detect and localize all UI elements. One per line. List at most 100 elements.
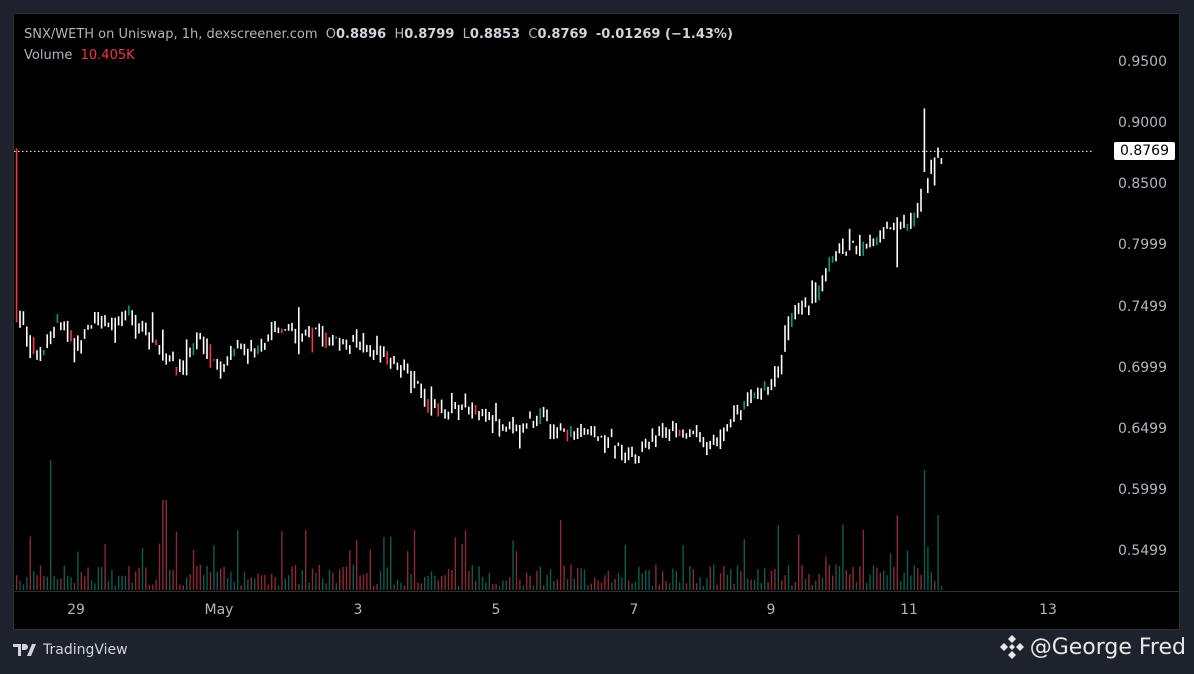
volume-bar <box>624 545 626 590</box>
low-value: 0.8853 <box>469 27 521 42</box>
volume-bar <box>339 569 341 590</box>
volume-bar <box>842 524 844 590</box>
time-tick: 29 <box>67 602 85 618</box>
volume-bar <box>53 576 55 590</box>
volume-bar <box>257 573 259 590</box>
volume-bar <box>335 582 337 590</box>
price-axis[interactable]: 0.9500 0.9000 0.8500 0.7999 0.7499 0.6999 0.64… <box>1091 14 1179 591</box>
time-axis[interactable]: 29 May 3 5 7 9 11 13 <box>14 591 1181 630</box>
chart-pane[interactable]: SNX/WETH on Uniswap, 1h, dexscreener.com… <box>13 13 1181 630</box>
volume-bar <box>573 578 575 590</box>
volume-bar <box>369 549 371 590</box>
volume-bar <box>787 565 790 590</box>
volume-bar <box>250 577 252 590</box>
volume-bar <box>277 585 280 590</box>
volume-bar <box>852 566 854 590</box>
volume-bar <box>118 576 120 590</box>
time-tick: 13 <box>1039 602 1057 618</box>
volume-bar <box>604 575 606 590</box>
tradingview-logo[interactable]: TradingView <box>13 642 128 658</box>
volume-bar <box>485 582 487 590</box>
volume-bar <box>716 584 718 590</box>
volume-label[interactable]: Volume <box>24 48 73 63</box>
volume-bar <box>855 581 858 590</box>
volume-bar <box>832 575 834 590</box>
volume-bar <box>913 565 915 590</box>
volume-bar <box>447 568 450 590</box>
volume-bar <box>713 564 715 590</box>
volume-bar <box>451 569 453 590</box>
volume-bar <box>444 575 446 590</box>
volume-bar <box>920 574 922 590</box>
volume-bar <box>437 580 439 590</box>
volume-bar <box>50 460 52 590</box>
volume-bar <box>869 574 871 590</box>
volume-bar <box>940 585 943 590</box>
volume-bar <box>196 566 198 590</box>
volume-bar <box>648 570 650 590</box>
volume-bar <box>305 530 307 590</box>
volume-bar <box>288 575 290 590</box>
volume-bar <box>492 583 494 590</box>
volume-bar <box>458 585 460 590</box>
volume-bar <box>733 583 735 590</box>
volume-bar <box>362 574 365 590</box>
volume-bar <box>651 585 654 590</box>
volume-bar <box>594 577 596 590</box>
volume-bar <box>274 577 276 590</box>
candlestick-plot[interactable] <box>14 14 1093 591</box>
volume-bar <box>818 574 820 590</box>
symbol-title[interactable]: SNX/WETH on Uniswap, 1h, dexscreener.com <box>24 27 318 42</box>
volume-bar <box>481 576 484 590</box>
volume-bar <box>804 579 807 590</box>
volume-bar <box>60 578 62 590</box>
volume-bar <box>135 571 137 590</box>
volume-bar <box>209 572 212 590</box>
volume-bar <box>152 584 154 590</box>
volume-bar <box>726 574 728 590</box>
volume-bar <box>107 581 110 590</box>
volume-bar <box>495 584 497 590</box>
volume-bar <box>607 570 609 590</box>
volume-bar <box>393 584 395 590</box>
volume-bar <box>420 583 422 590</box>
volume-bar <box>828 564 830 590</box>
volume-bar <box>617 572 620 590</box>
volume-bar <box>328 569 331 590</box>
volume-bar <box>342 566 344 590</box>
volume-bar <box>675 571 677 590</box>
volume-bar <box>186 577 188 590</box>
open-value: 0.8896 <box>336 27 387 42</box>
time-tick: 5 <box>491 602 501 618</box>
volume-bar <box>536 570 538 590</box>
volume-bar <box>383 537 385 590</box>
volume-bar <box>498 585 501 590</box>
volume-bar <box>631 583 633 590</box>
volume-bar <box>532 585 535 590</box>
volume-bar <box>376 584 378 590</box>
volume-bar <box>505 580 507 590</box>
volume-bar <box>468 570 470 590</box>
volume-bar <box>770 570 773 590</box>
volume-bar <box>97 567 99 590</box>
volume-bar <box>801 565 803 590</box>
volume-bar <box>685 583 688 590</box>
volume-bar <box>723 565 725 590</box>
volume-bar <box>308 582 310 590</box>
price-tick: 0.5999 <box>1118 481 1167 498</box>
volume-bar <box>923 470 926 590</box>
volume-bar <box>587 585 589 590</box>
volume-bar <box>512 540 514 590</box>
volume-bar <box>730 569 732 590</box>
volume-bar <box>760 583 762 590</box>
volume-bar <box>600 582 603 590</box>
volume-bar <box>614 578 616 590</box>
volume-bar <box>522 585 524 590</box>
volume-bar <box>502 580 504 590</box>
volume-bar <box>774 568 776 590</box>
tradingview-icon <box>13 644 36 656</box>
volume-bar <box>33 571 35 590</box>
watermark-text: @George Fred <box>1029 634 1186 660</box>
volume-bar <box>753 579 756 590</box>
volume-bar <box>407 551 409 590</box>
